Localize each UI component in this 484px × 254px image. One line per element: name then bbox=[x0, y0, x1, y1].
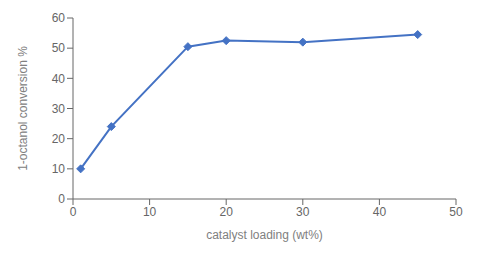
svg-text:10: 10 bbox=[143, 205, 157, 219]
svg-text:10: 10 bbox=[52, 162, 66, 176]
svg-text:60: 60 bbox=[52, 11, 66, 25]
svg-text:20: 20 bbox=[220, 205, 234, 219]
svg-text:catalyst loading (wt%): catalyst loading (wt%) bbox=[206, 228, 323, 242]
svg-text:0: 0 bbox=[58, 192, 65, 206]
svg-text:0: 0 bbox=[70, 205, 77, 219]
svg-text:50: 50 bbox=[449, 205, 463, 219]
svg-text:1-octanol conversion %: 1-octanol conversion % bbox=[16, 46, 30, 171]
svg-text:30: 30 bbox=[296, 205, 310, 219]
svg-text:30: 30 bbox=[52, 102, 66, 116]
svg-text:50: 50 bbox=[52, 41, 66, 55]
svg-text:40: 40 bbox=[373, 205, 387, 219]
svg-text:40: 40 bbox=[52, 72, 66, 86]
svg-text:20: 20 bbox=[52, 132, 66, 146]
